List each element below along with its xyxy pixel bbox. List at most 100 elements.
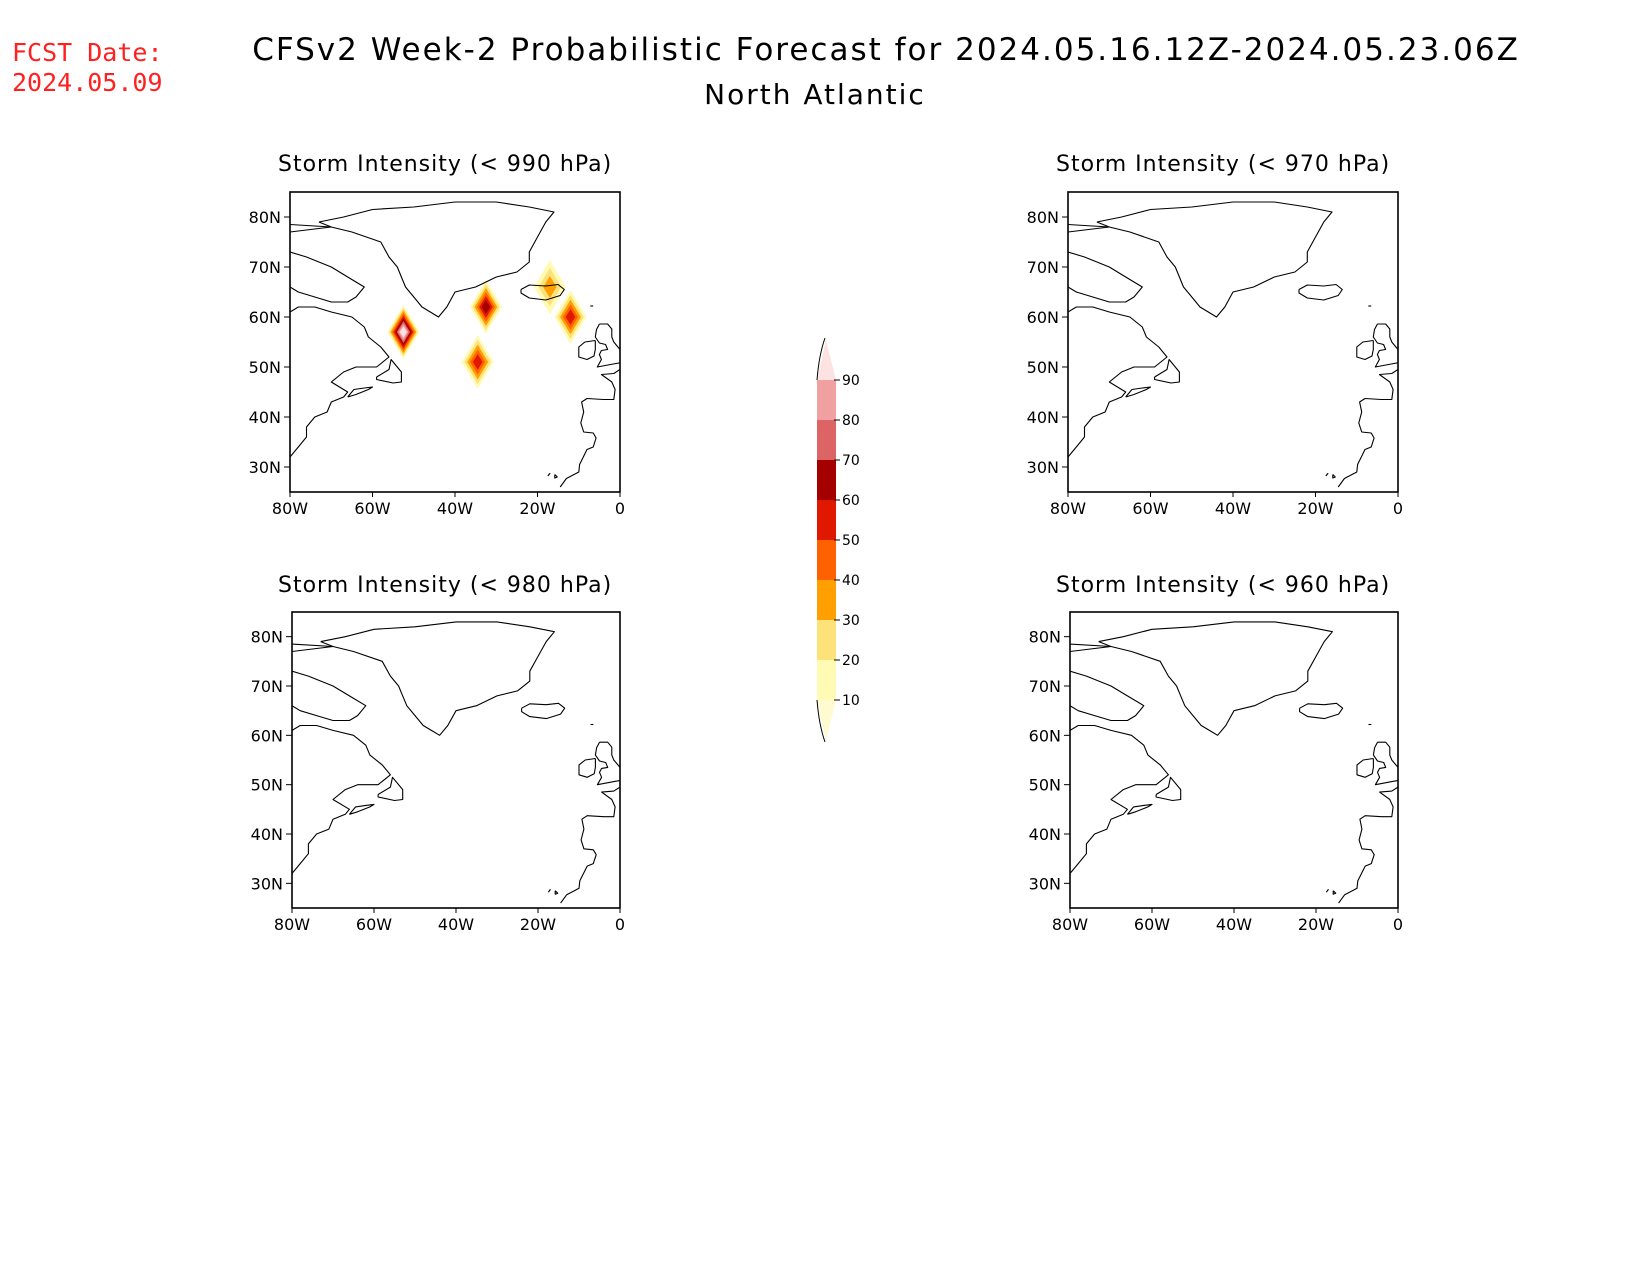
lat-label-70N: 70N <box>249 258 281 277</box>
coastline-5 <box>1155 776 1182 802</box>
lon-label-0: 0 <box>1393 915 1403 934</box>
coastline-2 <box>292 670 367 722</box>
colorbar-label-10: 10 <box>842 693 860 709</box>
coastline-5 <box>1154 358 1180 384</box>
forecast-date: FCST Date: 2024.05.09 <box>12 38 163 98</box>
lat-label-60N: 60N <box>1029 726 1061 745</box>
map-panel-960: 80N 70N 60N 50N 40N 30N 80W 60W 40W 20W 0 <box>1029 611 1403 934</box>
coastline-10 <box>559 369 620 488</box>
lon-label-40W: 40W <box>1215 499 1251 518</box>
coastlines <box>1070 621 1398 904</box>
coastline-2 <box>1068 251 1143 303</box>
coastline-3 <box>1068 223 1110 233</box>
coastline-6 <box>348 803 375 815</box>
coastline-8 <box>1372 323 1398 368</box>
lon-label-20W: 20W <box>519 499 555 518</box>
storm-probability-feature-1 <box>387 305 420 359</box>
coastline-10 <box>560 786 620 904</box>
lat-label-40N: 40N <box>1027 408 1059 427</box>
coastline-2 <box>290 251 365 303</box>
lon-label-20W: 20W <box>1297 499 1333 518</box>
panel-title-990: Storm Intensity (< 990 hPa) <box>278 152 613 177</box>
coastline-9 <box>578 339 596 361</box>
lon-label-0: 0 <box>615 915 625 934</box>
lon-label-40W: 40W <box>437 499 473 518</box>
panel-title-960: Storm Intensity (< 960 hPa) <box>1056 573 1391 598</box>
colorbar-swatch-3 <box>817 580 836 620</box>
probability-level-6-shape <box>481 300 491 314</box>
storm-probability-feature-5 <box>554 290 587 344</box>
lat-label-40N: 40N <box>251 825 283 844</box>
colorbar-bottom-arrow <box>817 700 836 740</box>
coastline-1 <box>1096 201 1333 318</box>
lat-label-30N: 30N <box>249 458 281 477</box>
lat-label-30N: 30N <box>1029 874 1061 893</box>
coastline-12 <box>1325 889 1329 893</box>
lat-label-40N: 40N <box>249 408 281 427</box>
coastline-1 <box>320 621 555 736</box>
colorbar-swatch-7 <box>817 420 836 460</box>
colorbar-label-80: 80 <box>842 413 860 429</box>
coastline-1 <box>318 201 555 318</box>
lat-label-80N: 80N <box>249 208 281 227</box>
coastline-11 <box>554 890 559 895</box>
coastline-8 <box>1372 741 1398 786</box>
panel-title-980: Storm Intensity (< 980 hPa) <box>278 573 613 598</box>
coastline-9 <box>1356 757 1374 778</box>
colorbar-swatch-6 <box>817 460 836 500</box>
colorbar-swatch-8 <box>817 380 836 420</box>
lat-label-50N: 50N <box>249 358 281 377</box>
coastline-4 <box>1070 724 1169 899</box>
coastline-8 <box>594 323 620 368</box>
coastline-7 <box>1299 702 1344 720</box>
forecast-date-value: 2024.05.09 <box>12 68 163 97</box>
storm-probability-feature-4 <box>533 260 566 314</box>
map-panel-970: 80N 70N 60N 50N 40N 30N 80W 60W 40W 20W 0 <box>1027 191 1403 518</box>
probability-level-3-shape <box>543 276 557 298</box>
colorbar-swatch-4 <box>817 540 836 580</box>
lat-label-80N: 80N <box>1029 628 1061 647</box>
colorbar-label-90: 90 <box>842 373 860 389</box>
coastline-10 <box>1338 786 1398 904</box>
lat-label-50N: 50N <box>251 776 283 795</box>
lon-label-60W: 60W <box>1132 499 1168 518</box>
colorbar-label-50: 50 <box>842 533 860 549</box>
subtitle: North Atlantic <box>704 78 926 111</box>
lon-label-60W: 60W <box>356 915 392 934</box>
storm-probability-feature-3 <box>461 335 494 389</box>
lat-label-30N: 30N <box>251 874 283 893</box>
colorbar-label-70: 70 <box>842 453 860 469</box>
coastline-12 <box>547 889 551 893</box>
lat-label-60N: 60N <box>249 308 281 327</box>
lon-label-0: 0 <box>615 499 625 518</box>
map-frame <box>1069 611 1399 909</box>
coastline-3 <box>292 643 334 653</box>
colorbar-label-40: 40 <box>842 573 860 589</box>
coastline-10 <box>1337 369 1398 488</box>
coastline-9 <box>578 757 596 778</box>
lon-label-80W: 80W <box>1050 499 1086 518</box>
lon-label-0: 0 <box>1393 499 1403 518</box>
coastline-4 <box>1068 306 1168 482</box>
colorbar-label-60: 60 <box>842 493 860 509</box>
coastline-7 <box>520 283 565 301</box>
coastline-11 <box>554 474 558 479</box>
coastline-8 <box>594 741 620 786</box>
probability-level-9-shape <box>399 326 407 338</box>
colorbar-top-edge <box>816 337 826 381</box>
lon-label-20W: 20W <box>520 915 556 934</box>
coastline-7 <box>1298 283 1343 301</box>
lat-label-30N: 30N <box>1027 458 1059 477</box>
coastline-3 <box>1070 643 1112 653</box>
coastline-1 <box>1098 621 1333 736</box>
coastline-11 <box>1332 890 1337 895</box>
lon-label-40W: 40W <box>1216 915 1252 934</box>
colorbar: 10 20 30 40 50 60 70 80 90 <box>816 337 860 743</box>
coastline-9 <box>1356 339 1374 361</box>
coastline-6 <box>347 386 374 398</box>
lat-label-70N: 70N <box>1027 258 1059 277</box>
lon-label-80W: 80W <box>1052 915 1088 934</box>
lon-label-80W: 80W <box>274 915 310 934</box>
map-panel-990: 80N 70N 60N 50N 40N 30N 80W 60W 40W 20W 0 <box>249 191 625 518</box>
map-frame <box>1067 191 1399 493</box>
